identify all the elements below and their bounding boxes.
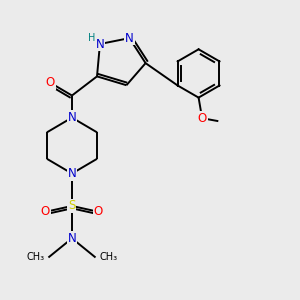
Text: N: N [68, 167, 76, 180]
Text: N: N [68, 232, 76, 245]
Text: O: O [197, 112, 207, 125]
Text: N: N [125, 32, 134, 45]
Text: O: O [94, 205, 103, 218]
Text: O: O [41, 205, 50, 218]
Text: O: O [46, 76, 55, 89]
Text: CH₃: CH₃ [99, 253, 117, 262]
Text: N: N [96, 38, 104, 50]
Text: H: H [88, 32, 95, 43]
Text: S: S [68, 200, 76, 212]
Text: CH₃: CH₃ [27, 253, 45, 262]
Text: N: N [68, 111, 76, 124]
